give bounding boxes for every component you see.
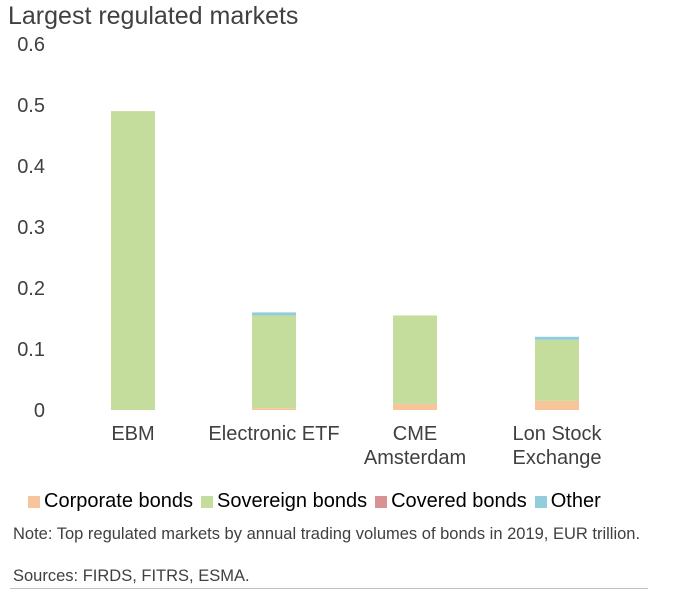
- bar-segment-sovereign-bonds: [535, 339, 579, 401]
- bars: [111, 111, 579, 410]
- bar-segment-corporate-bonds: [252, 408, 296, 410]
- legend-item: Sovereign bonds: [200, 490, 368, 513]
- bar-segment-sovereign-bonds: [252, 315, 296, 409]
- legend-swatch: [375, 495, 388, 508]
- y-axis: 0 0.1 0.2 0.3 0.4 0.5 0.6: [17, 34, 45, 422]
- legend: Corporate bonds Sovereign bonds Covered bo…: [28, 490, 609, 513]
- x-tick-label: EBM: [111, 423, 154, 445]
- y-tick-label: 0.2: [17, 278, 45, 300]
- x-tick-label: Exchange: [513, 447, 602, 469]
- bar-segment-corporate-bonds: [393, 403, 437, 410]
- legend-item: Covered bonds: [375, 490, 527, 513]
- bar-segment-other: [252, 312, 296, 316]
- chart-source: Sources: FIRDS, FITRS, ESMA.: [13, 567, 250, 585]
- legend-item: Corporate bonds: [28, 490, 193, 513]
- divider: [10, 588, 648, 589]
- bar-segment-corporate-bonds: [535, 400, 579, 410]
- legend-swatch: [200, 495, 213, 508]
- y-tick-label: 0: [34, 400, 45, 422]
- legend-label: Covered bonds: [391, 490, 527, 512]
- x-tick-label: CME: [393, 423, 437, 445]
- chart-title: Largest regulated markets: [8, 2, 299, 30]
- legend-swatch: [534, 495, 547, 508]
- bar-segment-sovereign-bonds: [393, 315, 437, 404]
- bar-chart: 0 0.1 0.2 0.3 0.4 0.5 0.6 EBM Electronic ETF CME…: [17, 34, 602, 469]
- y-tick-label: 0.4: [17, 156, 45, 178]
- x-tick-label: Lon Stock: [513, 423, 603, 445]
- legend-item: Other: [534, 490, 601, 513]
- legend-swatch: [28, 495, 40, 508]
- legend-label: Sovereign bonds: [216, 490, 368, 512]
- x-tick-label: Amsterdam: [364, 447, 466, 469]
- x-tick-label: Electronic ETF: [208, 423, 339, 445]
- y-tick-label: 0.3: [17, 217, 45, 239]
- legend-label: Corporate bonds: [44, 490, 193, 512]
- chart-note: Note: Top regulated markets by annual tr…: [13, 525, 641, 543]
- legend-label: Other: [550, 490, 601, 512]
- bar-segment-other: [535, 336, 579, 340]
- y-tick-label: 0.1: [17, 339, 45, 361]
- y-tick-label: 0.6: [17, 34, 45, 56]
- y-tick-label: 0.5: [17, 95, 45, 117]
- bar-segment-sovereign-bonds: [111, 111, 155, 410]
